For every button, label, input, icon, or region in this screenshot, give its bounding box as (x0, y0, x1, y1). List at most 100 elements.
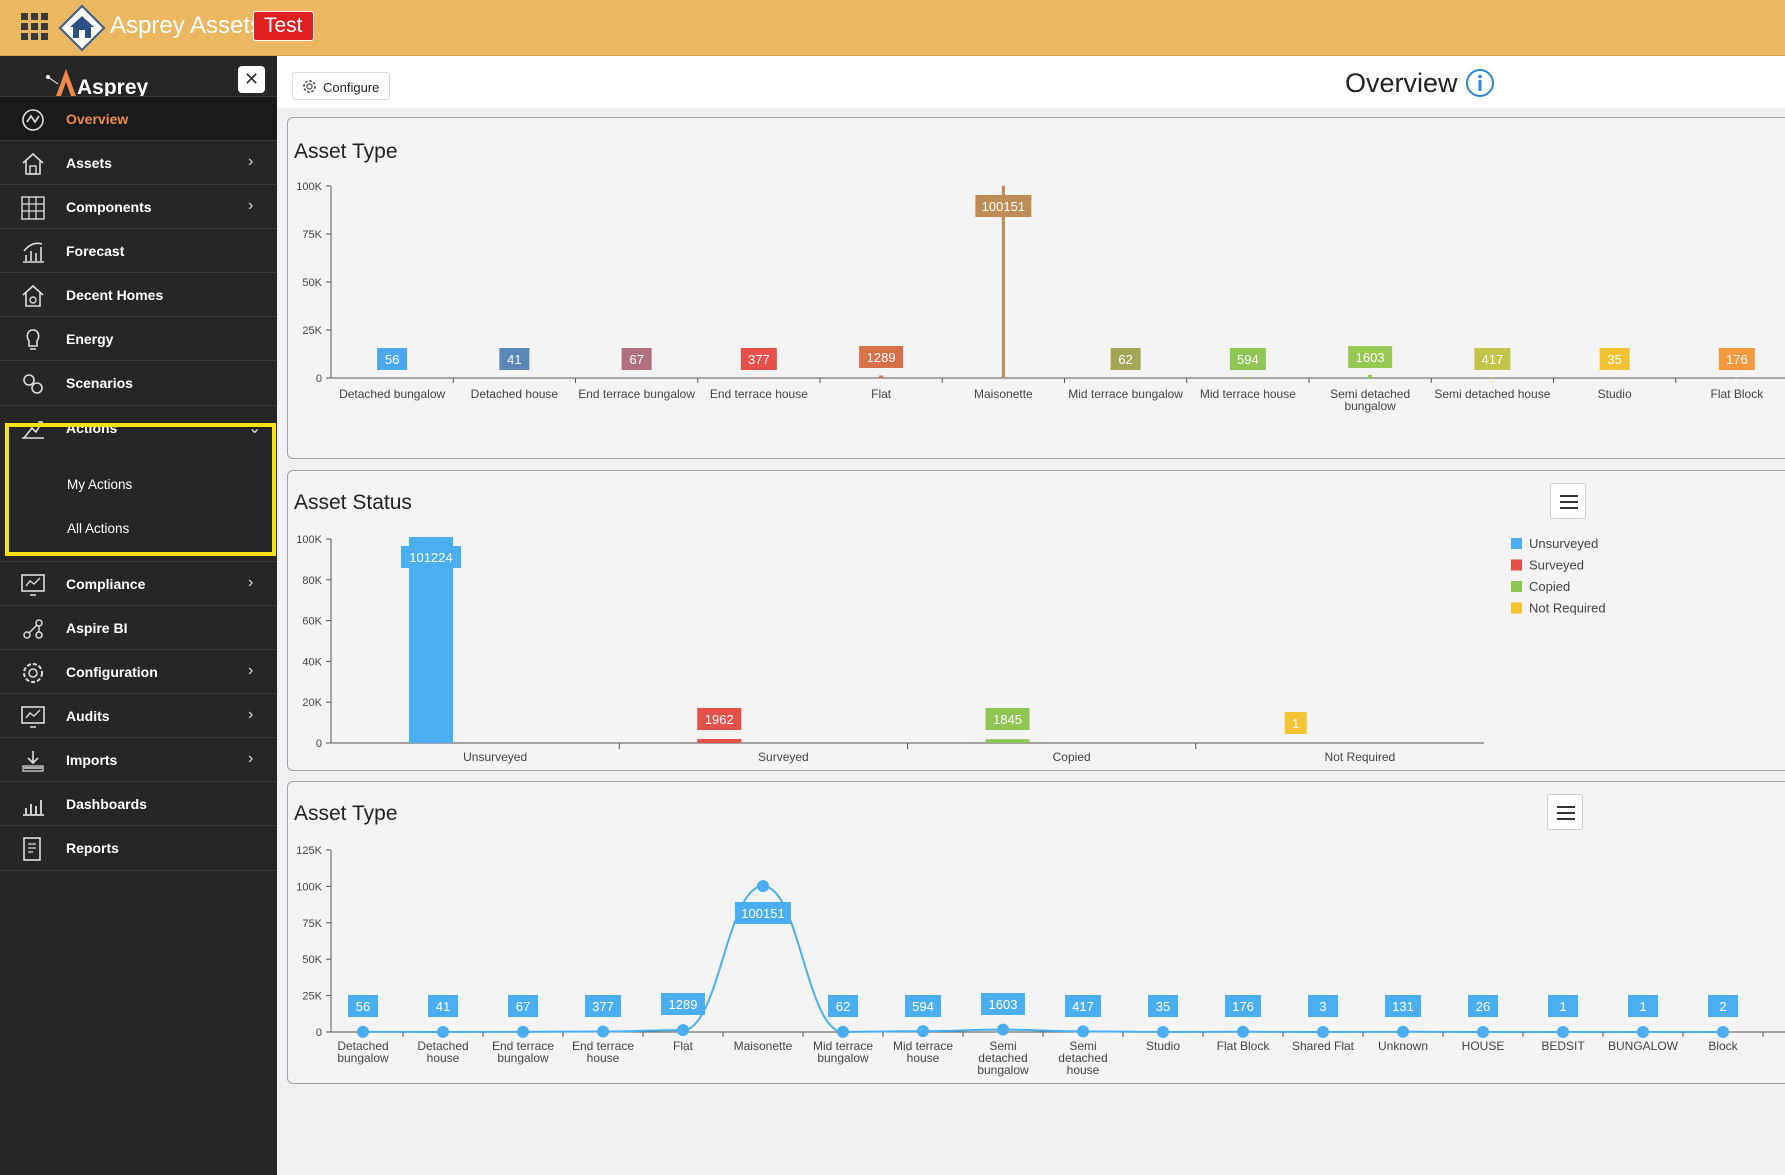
category-label: Maisonette (734, 1039, 793, 1053)
category-label: Block (1708, 1039, 1738, 1053)
chevron-icon: › (248, 197, 254, 214)
bar[interactable] (697, 738, 742, 743)
sidebar-item-compliance[interactable]: Compliance › (0, 561, 277, 606)
data-point[interactable] (357, 1025, 369, 1038)
data-point[interactable] (1637, 1025, 1649, 1038)
y-tick-label: 75K (302, 229, 322, 241)
sidebar-item-forecast[interactable]: Forecast (0, 228, 277, 273)
data-point[interactable] (437, 1025, 449, 1038)
data-label: 100151 (741, 906, 784, 921)
y-tick-label: 80K (302, 575, 322, 587)
bar[interactable] (409, 537, 453, 743)
bar[interactable] (1490, 377, 1495, 378)
asset-type-line-chart: 0 25K 50K 75K 100K 125K 56 Detached bungalow 41 De… (296, 845, 1785, 1077)
data-label-box (1385, 995, 1421, 1017)
chevron-icon: › (248, 574, 254, 591)
data-label: 26 (1476, 999, 1490, 1014)
bar[interactable] (985, 739, 1030, 743)
compliance-icon (21, 574, 45, 596)
info-icon[interactable] (1465, 68, 1495, 98)
legend-item[interactable]: Not Required (1529, 601, 1606, 616)
sub-item-all-actions[interactable]: All Actions (67, 521, 130, 536)
data-point[interactable] (1077, 1025, 1089, 1038)
sidebar-close-button[interactable]: ✕ (238, 66, 265, 93)
data-label-box (1474, 348, 1511, 370)
home-logo-icon[interactable] (58, 4, 106, 52)
category-label: Semi detached house (1058, 1039, 1107, 1077)
app-grid-icon[interactable] (20, 12, 50, 42)
data-point[interactable] (837, 1025, 849, 1038)
sidebar-item-dashboards[interactable]: Dashboards (0, 781, 277, 826)
data-label-box (1308, 995, 1338, 1017)
category-label: BEDSIT (1541, 1039, 1585, 1053)
sidebar-item-aspire-bi[interactable]: Aspire BI (0, 605, 277, 650)
data-point[interactable] (597, 1025, 609, 1038)
bar[interactable] (1368, 374, 1373, 378)
sidebar-item-scenarios[interactable]: Scenarios (0, 360, 277, 405)
data-point[interactable] (1317, 1025, 1329, 1038)
y-tick-label: 100K (296, 534, 322, 546)
configure-button[interactable]: Configure (292, 72, 390, 100)
sidebar-item-energy[interactable]: Energy (0, 316, 277, 361)
bar[interactable] (879, 375, 884, 378)
category-label: Studio (1598, 387, 1632, 401)
data-point[interactable] (997, 1023, 1009, 1036)
category-label: Detached bungalow (337, 1039, 389, 1065)
data-label: 176 (1232, 999, 1254, 1014)
chevron-icon: › (248, 662, 254, 679)
data-label-box (661, 993, 705, 1015)
data-point[interactable] (1157, 1025, 1169, 1038)
asset-status-bar-chart: 0 20K 40K 60K 80K 100K 101224 Unsurveyed 1962 Sur… (296, 534, 1606, 764)
sidebar-item-assets[interactable]: Assets › (0, 140, 277, 185)
data-label-box (985, 708, 1030, 730)
category-label: End terrace house (710, 387, 808, 401)
sidebar-item-components[interactable]: Components › (0, 184, 277, 229)
data-label-box (499, 348, 530, 370)
bar[interactable] (1001, 185, 1005, 378)
data-point[interactable] (917, 1025, 929, 1038)
sidebar-item-overview[interactable]: Overview (0, 96, 277, 141)
legend-item[interactable]: Copied (1529, 579, 1570, 594)
data-point[interactable] (1237, 1025, 1249, 1038)
data-point[interactable] (757, 880, 769, 893)
sidebar-item-decent-homes[interactable]: Decent Homes (0, 272, 277, 317)
category-label: Detached bungalow (339, 387, 445, 401)
legend-item[interactable]: Surveyed (1529, 558, 1584, 573)
data-label: 35 (1156, 999, 1170, 1014)
sidebar-item-reports[interactable]: Reports (0, 825, 277, 870)
data-point[interactable] (677, 1024, 689, 1037)
sub-item-my-actions[interactable]: My Actions (67, 477, 133, 492)
sidebar-item-audits[interactable]: Audits › (0, 693, 277, 738)
category-label: Flat (871, 387, 892, 401)
sidebar-item-label: Aspire BI (66, 620, 128, 636)
data-label-box (1065, 995, 1101, 1017)
data-point[interactable] (517, 1025, 529, 1038)
top-bar: Asprey Assets Test (0, 0, 1785, 56)
category-label: Copied (1053, 750, 1091, 764)
data-label-box (1628, 995, 1658, 1017)
data-label-box (508, 995, 538, 1017)
data-point[interactable] (1717, 1025, 1729, 1038)
sidebar-item-label: Components (66, 199, 152, 215)
data-label-box (740, 348, 777, 370)
bar[interactable] (756, 377, 761, 378)
data-label-box (1548, 995, 1578, 1017)
bar[interactable] (1245, 376, 1250, 378)
legend-swatch (1511, 581, 1522, 592)
category-label: End terrace bungalow (578, 387, 695, 401)
hamburger-icon (1557, 806, 1575, 820)
chart-menu-button[interactable] (1547, 794, 1583, 830)
chart-menu-button[interactable] (1550, 483, 1586, 519)
sidebar-item-imports[interactable]: Imports › (0, 737, 277, 782)
data-point[interactable] (1397, 1025, 1409, 1038)
data-point[interactable] (1557, 1025, 1569, 1038)
category-label: HOUSE (1462, 1039, 1505, 1053)
data-label: 62 (1118, 352, 1132, 367)
y-tick-label: 0 (316, 1027, 322, 1039)
sidebar-item-configuration[interactable]: Configuration › (0, 649, 277, 694)
legend-item[interactable]: Unsurveyed (1529, 536, 1598, 551)
data-point[interactable] (1477, 1025, 1489, 1038)
main-content: Configure Overview Asset Type 0 25K 50K 75K… (277, 56, 1785, 1175)
chart-title: Asset Type (294, 802, 398, 825)
sidebar-item-label: Energy (66, 331, 114, 347)
